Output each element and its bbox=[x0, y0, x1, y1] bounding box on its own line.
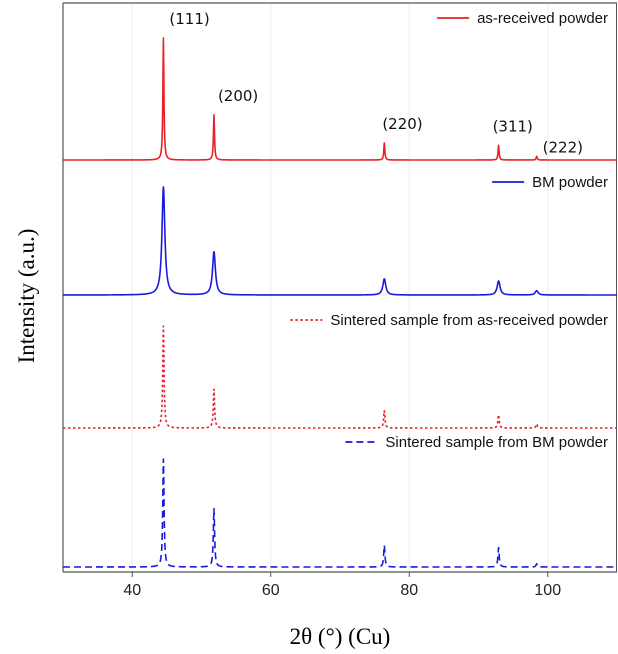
legend-item: Sintered sample from BM powder bbox=[345, 434, 608, 451]
legend-item: BM powder bbox=[492, 174, 608, 191]
peak-label: (220) bbox=[382, 115, 422, 133]
peak-label: (111) bbox=[169, 10, 209, 28]
y-axis-title: Intensity (a.u.) bbox=[14, 229, 39, 364]
x-tick-label: 80 bbox=[400, 582, 418, 599]
legend: as-received powder BM powder Sintered samp… bbox=[290, 10, 608, 451]
peak-labels: (111) (200) (220) (311) (222) bbox=[169, 10, 583, 156]
peak-label: (222) bbox=[543, 138, 583, 156]
legend-label: Sintered sample from as-received powder bbox=[330, 312, 608, 329]
series-layer bbox=[62, 37, 618, 568]
x-axis-title: 2θ (°) (Cu) bbox=[290, 624, 391, 649]
x-axis-ticks: 40 60 80 100 bbox=[123, 572, 561, 599]
x-tick-label: 40 bbox=[123, 582, 141, 599]
plot-frame bbox=[62, 2, 617, 573]
peak-label: (200) bbox=[218, 87, 258, 105]
legend-label: Sintered sample from BM powder bbox=[385, 434, 608, 451]
legend-label: as-received powder bbox=[477, 10, 608, 27]
series-line bbox=[62, 325, 618, 429]
series-line bbox=[62, 186, 618, 296]
legend-item: Sintered sample from as-received powder bbox=[290, 312, 608, 329]
legend-item: as-received powder bbox=[437, 10, 608, 27]
series-line bbox=[62, 458, 618, 568]
x-tick-label: 100 bbox=[534, 582, 561, 599]
series-line bbox=[62, 37, 618, 161]
legend-label: BM powder bbox=[532, 174, 608, 191]
grid-lines bbox=[131, 3, 549, 572]
peak-label: (311) bbox=[493, 117, 533, 135]
x-tick-label: 60 bbox=[262, 582, 280, 599]
